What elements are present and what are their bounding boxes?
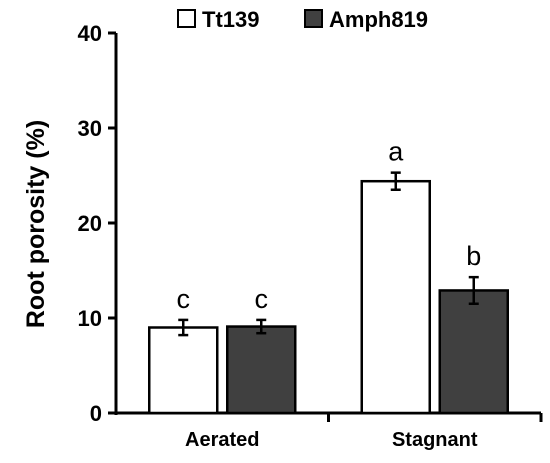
legend: Tt139 Amph819	[177, 7, 428, 32]
y-tick-label: 40	[78, 21, 102, 46]
bar-amph819-aerated	[226, 325, 297, 415]
y-tick-label: 20	[78, 211, 102, 236]
x-category-label: Aerated	[185, 429, 259, 451]
bar-tt139-aerated	[148, 326, 219, 415]
legend-swatch-amph819	[304, 9, 323, 28]
legend-label-amph819: Amph819	[329, 7, 428, 32]
y-tick-label: 30	[78, 116, 102, 141]
significance-letter: a	[388, 137, 404, 167]
y-tick-label: 10	[78, 306, 102, 331]
legend-swatch-tt139	[177, 9, 196, 28]
bar-tt139-stagnant	[360, 179, 431, 415]
y-tick-label: 0	[90, 401, 102, 426]
bar-amph819-stagnant	[438, 289, 509, 415]
legend-label-tt139: Tt139	[202, 7, 259, 32]
significance-letter: b	[466, 241, 481, 271]
y-axis-label: Root porosity (%)	[22, 120, 50, 328]
significance-letter: c	[177, 284, 191, 314]
bars: c c a b	[148, 137, 509, 415]
significance-letter: c	[255, 284, 269, 314]
x-category-label: Stagnant	[392, 429, 478, 451]
